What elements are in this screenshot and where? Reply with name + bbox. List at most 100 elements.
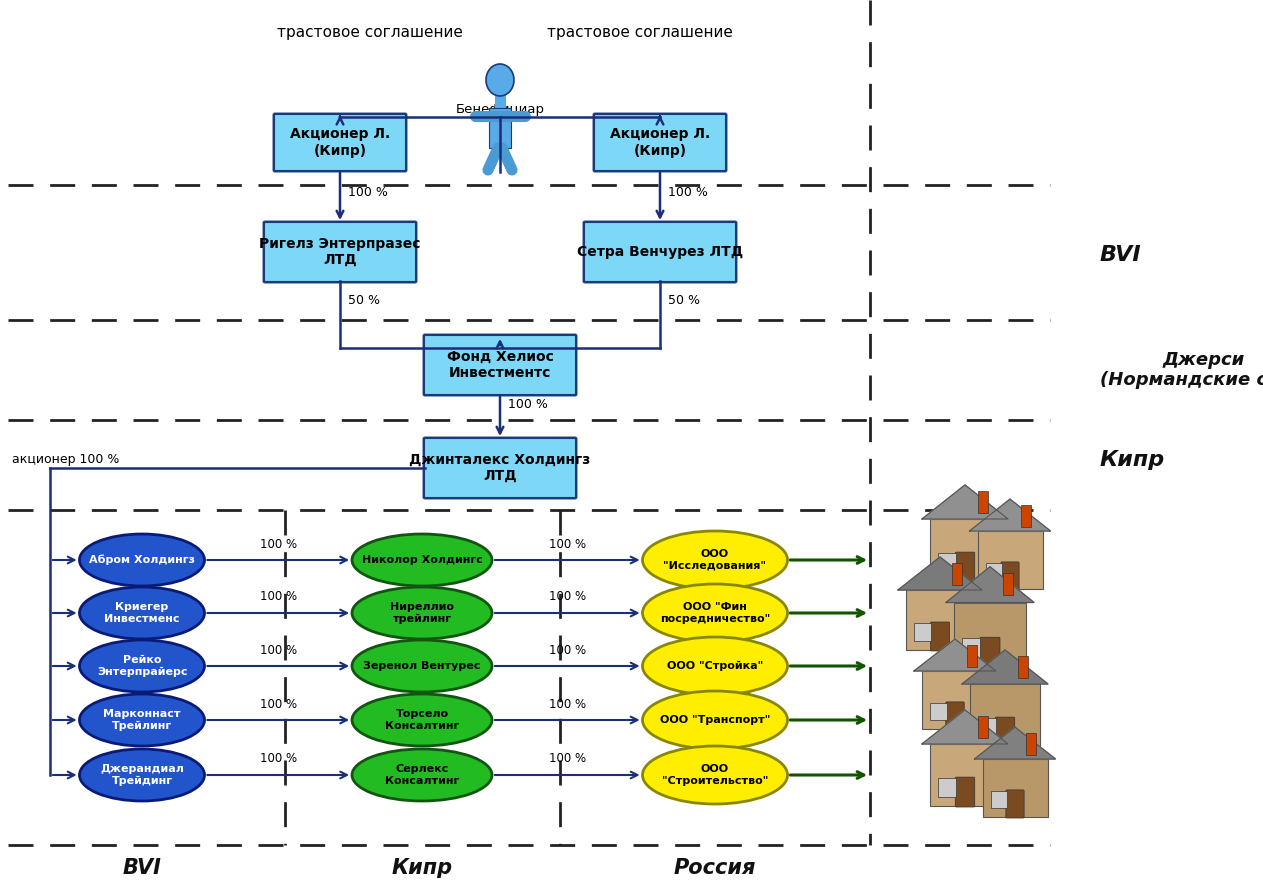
- Polygon shape: [922, 710, 1008, 744]
- FancyBboxPatch shape: [274, 113, 407, 171]
- Text: BVI: BVI: [123, 858, 162, 878]
- FancyBboxPatch shape: [1018, 656, 1028, 678]
- FancyBboxPatch shape: [966, 645, 976, 667]
- FancyBboxPatch shape: [922, 671, 988, 729]
- FancyBboxPatch shape: [906, 590, 974, 650]
- FancyBboxPatch shape: [931, 622, 950, 651]
- Text: 100 %: 100 %: [349, 186, 388, 198]
- Polygon shape: [975, 727, 1056, 759]
- Text: Зеренол Вентурес: Зеренол Вентурес: [364, 661, 481, 671]
- Text: Марконнаст
Трейлинг: Марконнаст Трейлинг: [104, 709, 181, 730]
- Text: Акционер Л.
(Кипр): Акционер Л. (Кипр): [610, 128, 710, 157]
- Text: 100 %: 100 %: [548, 538, 586, 550]
- Text: 100 %: 100 %: [260, 644, 297, 656]
- Text: Кипр: Кипр: [1100, 450, 1166, 470]
- Ellipse shape: [643, 584, 788, 642]
- Text: 100 %: 100 %: [260, 538, 297, 550]
- Polygon shape: [962, 650, 1048, 684]
- FancyBboxPatch shape: [1000, 562, 1019, 590]
- Text: Фонд Хелиос
Инвестментс: Фонд Хелиос Инвестментс: [447, 350, 553, 380]
- FancyBboxPatch shape: [584, 221, 736, 282]
- Polygon shape: [970, 499, 1051, 531]
- Text: Нирeллио
трейлинг: Нирeллио трейлинг: [390, 602, 453, 624]
- Text: Торсело
Консалтинг: Торсело Консалтинг: [385, 709, 460, 730]
- Text: 100 %: 100 %: [260, 590, 297, 604]
- FancyBboxPatch shape: [978, 716, 988, 739]
- Text: 50 %: 50 %: [349, 294, 380, 306]
- Ellipse shape: [486, 64, 514, 96]
- FancyBboxPatch shape: [978, 718, 995, 737]
- FancyArrow shape: [489, 108, 512, 148]
- Text: трастовое соглашение: трастовое соглашение: [277, 24, 464, 39]
- Ellipse shape: [80, 694, 205, 746]
- Ellipse shape: [352, 694, 493, 746]
- Ellipse shape: [80, 749, 205, 801]
- FancyBboxPatch shape: [930, 703, 946, 721]
- FancyBboxPatch shape: [424, 335, 576, 396]
- Ellipse shape: [352, 640, 493, 692]
- Text: ООО
"Строительство": ООО "Строительство": [662, 764, 768, 786]
- Text: Россия: Россия: [674, 858, 757, 878]
- Text: Серлекс
Консалтинг: Серлекс Консалтинг: [385, 764, 460, 786]
- Text: Джинталекс Холдингз
ЛТД: Джинталекс Холдингз ЛТД: [409, 453, 591, 483]
- FancyBboxPatch shape: [1027, 733, 1036, 755]
- Text: Сетра Венчурез ЛТД: Сетра Венчурез ЛТД: [577, 245, 743, 259]
- FancyBboxPatch shape: [594, 113, 726, 171]
- Ellipse shape: [352, 534, 493, 586]
- Text: 50 %: 50 %: [668, 294, 700, 306]
- Text: 100 %: 100 %: [548, 644, 586, 656]
- Text: Бенефициар: Бенефициар: [456, 104, 544, 116]
- Text: акционер 100 %: акционер 100 %: [13, 454, 120, 466]
- Polygon shape: [922, 485, 1008, 519]
- Text: Абром Холдингз: Абром Холдингз: [88, 555, 195, 565]
- Text: ООО "Фин
посредничество": ООО "Фин посредничество": [659, 602, 770, 624]
- Ellipse shape: [352, 749, 493, 801]
- Text: ООО
"Исследования": ООО "Исследования": [663, 549, 767, 571]
- Polygon shape: [898, 557, 983, 590]
- Text: 100 %: 100 %: [508, 398, 548, 412]
- FancyBboxPatch shape: [938, 778, 956, 797]
- FancyBboxPatch shape: [424, 438, 576, 498]
- Text: 100 %: 100 %: [548, 753, 586, 765]
- FancyBboxPatch shape: [985, 563, 1002, 580]
- Text: 100 %: 100 %: [260, 697, 297, 711]
- FancyBboxPatch shape: [1003, 573, 1013, 596]
- FancyBboxPatch shape: [938, 553, 956, 572]
- Text: Николор Холдингс: Николор Холдингс: [361, 555, 482, 565]
- Text: Рейко
Энтерпрайерс: Рейко Энтерпрайерс: [97, 655, 187, 677]
- FancyBboxPatch shape: [264, 221, 417, 282]
- FancyBboxPatch shape: [978, 531, 1042, 589]
- Ellipse shape: [80, 640, 205, 692]
- FancyBboxPatch shape: [930, 744, 1000, 806]
- FancyBboxPatch shape: [983, 759, 1047, 817]
- FancyBboxPatch shape: [954, 603, 1026, 667]
- Ellipse shape: [643, 637, 788, 695]
- FancyBboxPatch shape: [978, 491, 988, 513]
- Text: Криегер
Инвестменс: Криегер Инвестменс: [105, 602, 179, 624]
- Text: трастовое соглашение: трастовое соглашение: [547, 24, 733, 39]
- FancyBboxPatch shape: [955, 777, 975, 807]
- Ellipse shape: [80, 534, 205, 586]
- Ellipse shape: [352, 587, 493, 639]
- Text: ООО "Стройка": ООО "Стройка": [667, 661, 763, 671]
- FancyBboxPatch shape: [1022, 505, 1032, 527]
- Text: ООО "Транспорт": ООО "Транспорт": [659, 715, 770, 725]
- Ellipse shape: [643, 746, 788, 804]
- Ellipse shape: [643, 531, 788, 589]
- Ellipse shape: [80, 587, 205, 639]
- FancyBboxPatch shape: [990, 791, 1007, 808]
- FancyBboxPatch shape: [995, 717, 1014, 747]
- FancyBboxPatch shape: [962, 638, 980, 658]
- Text: Кипр: Кипр: [392, 858, 452, 878]
- Text: 100 %: 100 %: [260, 753, 297, 765]
- Text: Джерси
(Нормандские о-ва): Джерси (Нормандские о-ва): [1100, 351, 1263, 389]
- Text: Ригелз Энтерпразес
ЛТД: Ригелз Энтерпразес ЛТД: [259, 237, 421, 267]
- FancyBboxPatch shape: [946, 702, 964, 730]
- Text: 100 %: 100 %: [548, 697, 586, 711]
- FancyBboxPatch shape: [1005, 790, 1024, 818]
- Text: BVI: BVI: [1100, 245, 1142, 265]
- FancyBboxPatch shape: [955, 552, 975, 582]
- FancyBboxPatch shape: [914, 623, 931, 641]
- FancyBboxPatch shape: [930, 519, 1000, 581]
- Text: 100 %: 100 %: [548, 590, 586, 604]
